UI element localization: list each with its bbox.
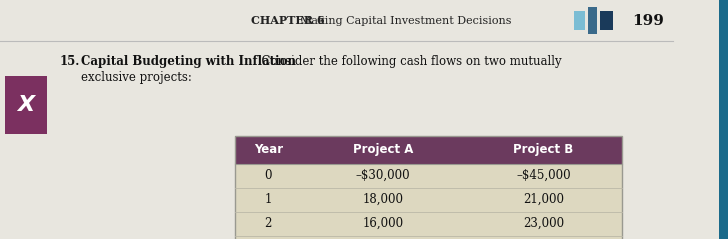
Text: –$30,000: –$30,000 xyxy=(355,169,410,182)
Text: 2: 2 xyxy=(264,217,272,230)
Text: CHAPTER 6: CHAPTER 6 xyxy=(251,15,325,26)
Bar xyxy=(235,136,622,239)
Text: Consider the following cash flows on two mutually: Consider the following cash flows on two… xyxy=(254,55,561,68)
Text: 15.: 15. xyxy=(59,55,79,68)
Text: 0: 0 xyxy=(264,169,272,182)
Text: Project A: Project A xyxy=(352,143,413,156)
Text: 1: 1 xyxy=(264,193,272,206)
Text: X: X xyxy=(17,95,35,115)
Bar xyxy=(235,164,622,188)
Text: Making Capital Investment Decisions: Making Capital Investment Decisions xyxy=(300,16,512,26)
Text: 199: 199 xyxy=(632,14,664,28)
Bar xyxy=(5,76,47,134)
Text: exclusive projects:: exclusive projects: xyxy=(81,71,192,84)
Bar xyxy=(235,212,622,236)
Text: 21,000: 21,000 xyxy=(523,193,564,206)
Bar xyxy=(235,136,622,164)
Bar xyxy=(235,236,622,239)
Text: 18,000: 18,000 xyxy=(363,193,403,206)
Text: Capital Budgeting with Inflation: Capital Budgeting with Inflation xyxy=(81,55,296,68)
Text: 16,000: 16,000 xyxy=(363,217,403,230)
Text: Year: Year xyxy=(253,143,282,156)
Bar xyxy=(235,188,622,212)
Text: –$45,000: –$45,000 xyxy=(516,169,571,182)
Text: Project B: Project B xyxy=(513,143,574,156)
Text: 23,000: 23,000 xyxy=(523,217,564,230)
